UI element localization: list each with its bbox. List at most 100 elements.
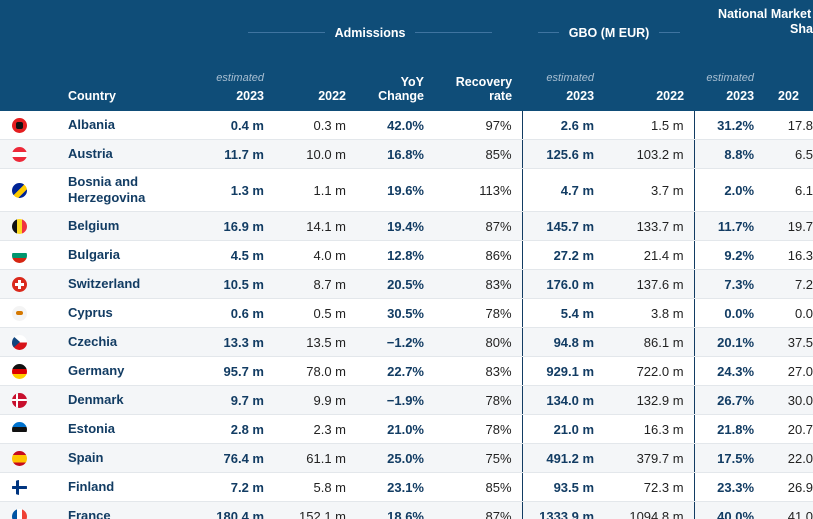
table-row[interactable]: Germany 95.7 m 78.0 m 22.7% 83% 929.1 m 722.0 …	[0, 356, 813, 386]
admissions-2023-column-header[interactable]: estimated 2023	[178, 65, 274, 111]
market-share-2023-cell: 7.3%	[693, 269, 765, 299]
header-column-row: Country estimated 2023 2022 YoY Change R…	[0, 65, 813, 111]
country-column-header[interactable]: Country	[38, 65, 178, 111]
gbo-2023-column-header[interactable]: estimated 2023	[522, 65, 605, 111]
flag-cell	[0, 211, 38, 241]
country-cell: France	[38, 501, 178, 519]
market-share-2023-column-header[interactable]: estimated 2023	[694, 65, 765, 111]
admissions-2022-cell: 9.9 m	[274, 385, 356, 415]
gbo-2023-cell: 21.0 m	[521, 414, 605, 444]
gbo-2023-cell: 5.4 m	[521, 298, 605, 328]
yoy-change-column-header[interactable]: YoY Change	[356, 65, 434, 111]
admissions-2022-column-header[interactable]: 2022	[274, 65, 356, 111]
flag-cell	[0, 168, 38, 212]
admissions-2022-cell: 10.0 m	[274, 139, 356, 169]
albania-flag-icon	[12, 118, 27, 134]
country-cell: Estonia	[38, 414, 178, 444]
market-share-2022-cell: 6.1	[764, 168, 813, 212]
yoy-label-line1: YoY	[400, 75, 424, 89]
yoy-change-cell: 25.0%	[356, 443, 434, 473]
recovery-label-line1: Recovery	[455, 75, 513, 89]
market-share-2022-cell: 26.9	[764, 472, 813, 502]
gbo-2022-cell: 86.1 m	[604, 327, 695, 357]
group-divider-line	[248, 32, 325, 33]
country-cell: Austria	[38, 139, 178, 169]
gbo-2023-cell: 176.0 m	[521, 269, 605, 299]
gbo-2022-cell: 103.2 m	[604, 139, 695, 169]
market-share-2022-column-header[interactable]: 202	[764, 65, 813, 111]
gbo-2022-column-header[interactable]: 2022	[604, 65, 695, 111]
recovery-rate-column-header[interactable]: Recovery rate	[434, 65, 523, 111]
country-cell: Bosnia and Herzegovina	[38, 168, 178, 212]
market-share-2023-cell: 20.1%	[693, 327, 765, 357]
table-header: Admissions GBO (M EUR) National Market S…	[0, 0, 813, 111]
market-share-2022-cell: 19.7	[764, 211, 813, 241]
estimated-label: estimated	[216, 72, 264, 84]
admissions-2022-cell: 14.1 m	[274, 211, 356, 241]
flag-cell	[0, 298, 38, 328]
estonia-flag-icon	[12, 422, 27, 438]
austria-flag-icon	[12, 147, 27, 163]
table-row[interactable]: Estonia 2.8 m 2.3 m 21.0% 78% 21.0 m 16.3 m 21.…	[0, 414, 813, 444]
gbo-2023-cell: 2.6 m	[521, 111, 605, 140]
gbo-2023-cell: 491.2 m	[521, 443, 605, 473]
market-share-2023-cell: 40.0%	[693, 501, 765, 519]
recovery-rate-cell: 85%	[434, 139, 523, 169]
bosnia-flag-icon	[12, 183, 27, 199]
yoy-change-cell: 22.7%	[356, 356, 434, 386]
table-row[interactable]: France 180.4 m 152.1 m 18.6% 87% 1333.9 m 1094…	[0, 501, 813, 519]
market-share-2023-cell: 9.2%	[693, 240, 765, 270]
gbo-2023-cell: 27.2 m	[521, 240, 605, 270]
market-share-group-header: National Market Share	[694, 0, 813, 65]
admissions-2023-cell: 1.3 m	[178, 168, 274, 212]
admissions-2023-cell: 0.6 m	[178, 298, 274, 328]
admissions-2023-cell: 16.9 m	[178, 211, 274, 241]
market-share-2022-cell: 6.5	[764, 139, 813, 169]
market-share-2023-cell: 2.0%	[693, 168, 765, 212]
flag-cell	[0, 327, 38, 357]
yoy-change-cell: −1.9%	[356, 385, 434, 415]
admissions-2023-cell: 180.4 m	[178, 501, 274, 519]
admissions-2023-cell: 4.5 m	[178, 240, 274, 270]
flag-cell	[0, 443, 38, 473]
table-row[interactable]: Albania 0.4 m 0.3 m 42.0% 97% 2.6 m 1.5 m 31.2%…	[0, 111, 813, 140]
gbo-2023-cell: 1333.9 m	[521, 501, 605, 519]
table-row[interactable]: Bulgaria 4.5 m 4.0 m 12.8% 86% 27.2 m 21.4 m 9.…	[0, 240, 813, 270]
country-cell: Cyprus	[38, 298, 178, 328]
yoy-change-cell: 19.4%	[356, 211, 434, 241]
market-share-2023-cell: 8.8%	[693, 139, 765, 169]
country-cell: Denmark	[38, 385, 178, 415]
market-share-2022-cell: 16.3	[764, 240, 813, 270]
admissions-group-label: Admissions	[334, 25, 406, 40]
switzerland-flag-icon	[12, 277, 27, 293]
gbo-2022-cell: 16.3 m	[604, 414, 695, 444]
recovery-rate-cell: 85%	[434, 472, 523, 502]
market-share-2023-cell: 31.2%	[693, 111, 765, 140]
recovery-rate-cell: 75%	[434, 443, 523, 473]
market-share-label-line2: Share	[790, 22, 813, 36]
table-row[interactable]: Finland 7.2 m 5.8 m 23.1% 85% 93.5 m 72.3 m 23.…	[0, 472, 813, 502]
year-label: 2023	[566, 89, 595, 103]
year-label: 2023	[236, 89, 264, 103]
table-row[interactable]: Bosnia and Herzegovina 1.3 m 1.1 m 19.6% 113…	[0, 168, 813, 212]
table-row[interactable]: Cyprus 0.6 m 0.5 m 30.5% 78% 5.4 m 3.8 m 0.0% 0.…	[0, 298, 813, 328]
table-row[interactable]: Switzerland 10.5 m 8.7 m 20.5% 83% 176.0 m 137…	[0, 269, 813, 299]
yoy-change-cell: 42.0%	[356, 111, 434, 140]
czechia-flag-icon	[12, 335, 27, 351]
flag-cell	[0, 111, 38, 140]
table-row[interactable]: Belgium 16.9 m 14.1 m 19.4% 87% 145.7 m 133.7 …	[0, 211, 813, 241]
flag-cell	[0, 385, 38, 415]
table-row[interactable]: Austria 11.7 m 10.0 m 16.8% 85% 125.6 m 103.2 …	[0, 139, 813, 169]
spain-flag-icon	[12, 451, 27, 467]
market-share-label-line1: National Market	[718, 7, 812, 21]
market-share-2023-cell: 11.7%	[693, 211, 765, 241]
admissions-2022-cell: 8.7 m	[274, 269, 356, 299]
recovery-rate-cell: 86%	[434, 240, 523, 270]
flag-cell	[0, 269, 38, 299]
bulgaria-flag-icon	[12, 248, 27, 264]
recovery-rate-cell: 78%	[434, 385, 523, 415]
flag-cell	[0, 356, 38, 386]
